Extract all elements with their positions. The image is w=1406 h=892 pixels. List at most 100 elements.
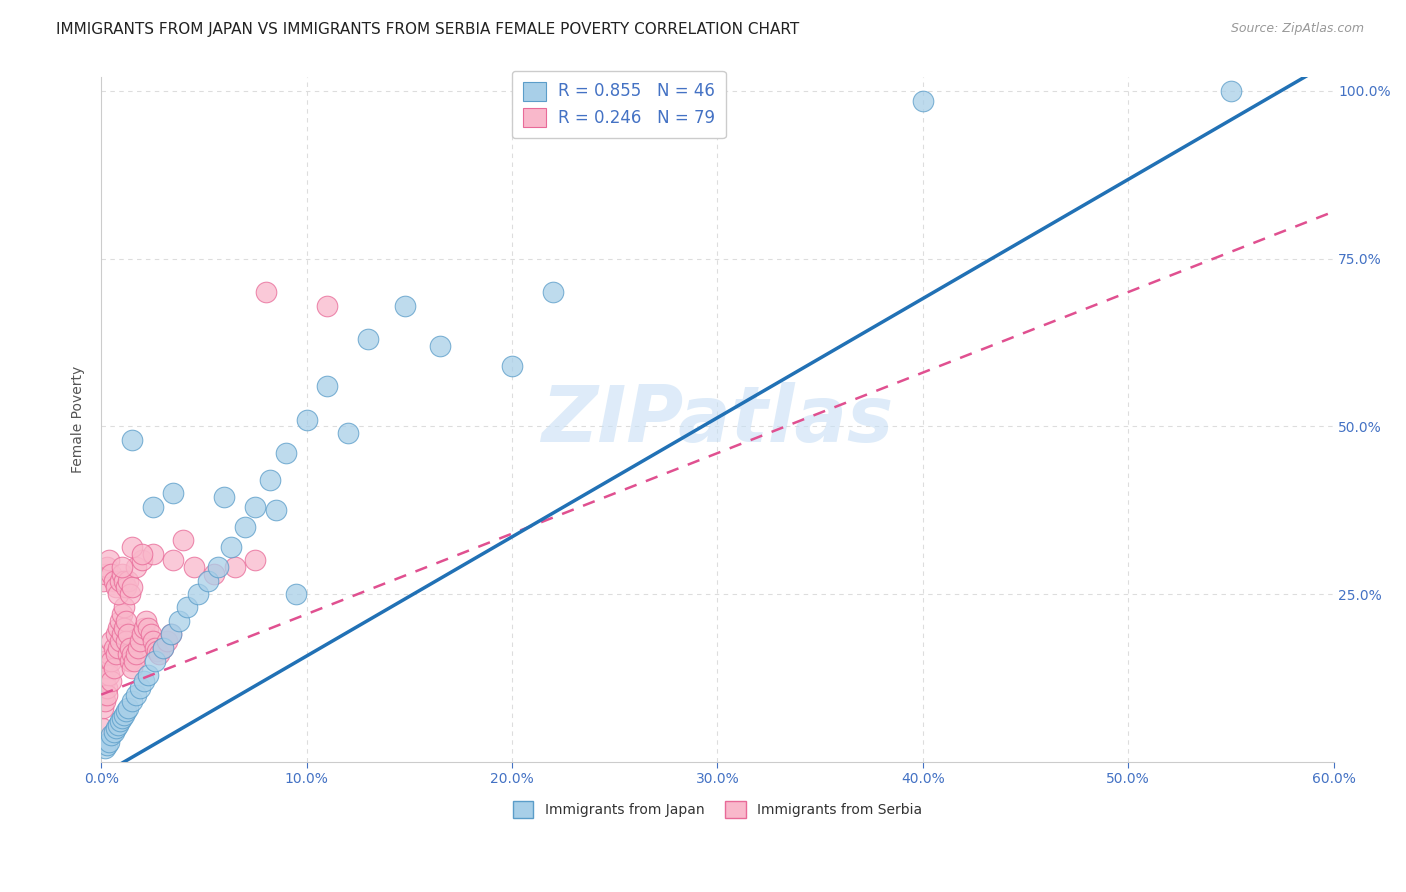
Point [129, 681, 152, 695]
Point [115, 634, 138, 648]
Point [117, 574, 139, 588]
Point [207, 560, 229, 574]
Point [107, 621, 129, 635]
Point [187, 587, 209, 601]
Point [131, 553, 153, 567]
Point [336, 425, 359, 440]
Point [96, 688, 118, 702]
Point [125, 688, 148, 702]
Point [167, 614, 190, 628]
Point [121, 648, 143, 662]
Point [111, 607, 134, 622]
Point [131, 627, 153, 641]
Point [501, 359, 523, 373]
Point [197, 574, 219, 588]
Point [135, 614, 157, 628]
Point [162, 486, 184, 500]
Point [118, 640, 141, 655]
Point [103, 661, 125, 675]
Point [100, 566, 122, 581]
Point [115, 614, 138, 628]
Point [100, 728, 122, 742]
Point [111, 711, 134, 725]
Point [94, 694, 117, 708]
Point [122, 654, 145, 668]
Point [138, 621, 160, 635]
Point [138, 667, 160, 681]
Point [285, 587, 308, 601]
Point [108, 574, 131, 588]
Point [107, 718, 129, 732]
Point [93, 688, 115, 702]
Point [96, 560, 118, 574]
Point [112, 574, 135, 588]
Legend: Immigrants from Japan, Immigrants from Serbia: Immigrants from Japan, Immigrants from S… [508, 795, 928, 823]
Point [104, 580, 127, 594]
Point [117, 648, 139, 662]
Point [357, 332, 380, 346]
Point [100, 634, 122, 648]
Point [104, 648, 127, 662]
Point [98, 553, 121, 567]
Point [91, 721, 114, 735]
Point [156, 634, 179, 648]
Point [264, 503, 287, 517]
Point [94, 566, 117, 581]
Point [245, 500, 267, 514]
Point [142, 634, 165, 648]
Point [183, 560, 205, 574]
Point [202, 566, 225, 581]
Point [98, 648, 121, 662]
Point [100, 654, 122, 668]
Point [394, 299, 416, 313]
Point [108, 634, 131, 648]
Point [162, 553, 184, 567]
Point [96, 661, 118, 675]
Point [118, 587, 141, 601]
Point [107, 640, 129, 655]
Text: ZIPatlas: ZIPatlas [541, 382, 893, 458]
Point [94, 654, 117, 668]
Point [121, 433, 143, 447]
Point [103, 574, 125, 588]
Point [100, 674, 122, 689]
Point [96, 681, 118, 695]
Point [145, 644, 167, 658]
Point [117, 627, 139, 641]
Point [121, 661, 143, 675]
Point [125, 648, 148, 662]
Point [91, 701, 114, 715]
Point [115, 580, 138, 594]
Point [117, 701, 139, 715]
Point [108, 614, 131, 628]
Point [111, 560, 134, 574]
Point [429, 339, 451, 353]
Point [121, 580, 143, 594]
Point [134, 674, 156, 689]
Point [131, 547, 153, 561]
Point [98, 734, 121, 748]
Point [96, 738, 118, 752]
Point [127, 640, 149, 655]
Point [94, 674, 117, 689]
Point [214, 490, 236, 504]
Point [98, 667, 121, 681]
Point [160, 627, 183, 641]
Text: IMMIGRANTS FROM JAPAN VS IMMIGRANTS FROM SERBIA FEMALE POVERTY CORRELATION CHART: IMMIGRANTS FROM JAPAN VS IMMIGRANTS FROM… [56, 22, 800, 37]
Point [316, 379, 339, 393]
Point [103, 724, 125, 739]
Point [112, 600, 135, 615]
Point [274, 446, 297, 460]
Point [108, 714, 131, 729]
Point [316, 299, 339, 313]
Point [148, 648, 170, 662]
Y-axis label: Female Poverty: Female Poverty [72, 366, 86, 474]
Point [112, 707, 135, 722]
Point [118, 654, 141, 668]
Point [104, 627, 127, 641]
Point [121, 540, 143, 554]
Point [104, 721, 127, 735]
Point [112, 621, 135, 635]
Point [142, 547, 165, 561]
Point [107, 587, 129, 601]
